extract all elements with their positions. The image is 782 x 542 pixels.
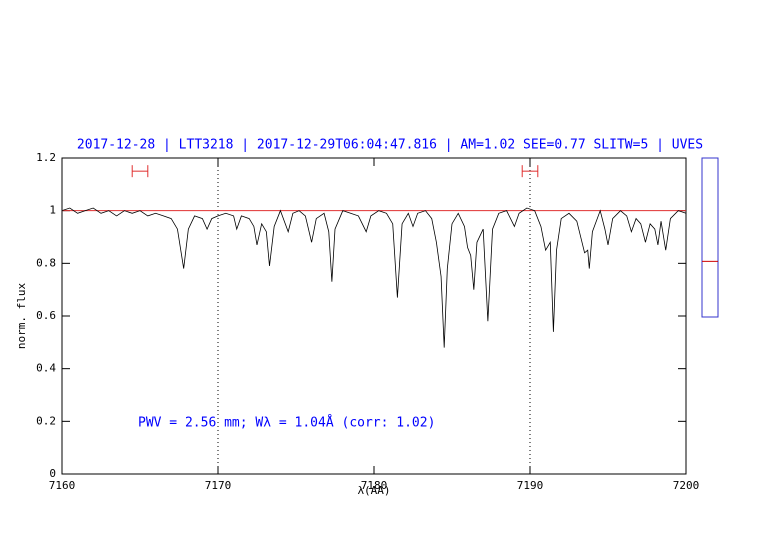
x-tick-label: 7180 bbox=[361, 479, 388, 492]
x-tick-label: 7160 bbox=[49, 479, 76, 492]
annotation: PWV = 2.56 mm; Wλ = 1.04Å (corr: 1.02) bbox=[138, 415, 435, 431]
x-tick-label: 7170 bbox=[205, 479, 232, 492]
chart-title: 2017-12-28 | LTT3218 | 2017-12-29T06:04:… bbox=[77, 138, 703, 153]
y-tick-label: 0 bbox=[49, 467, 56, 480]
y-tick-label: 1 bbox=[49, 204, 56, 217]
spectrum-line bbox=[61, 207, 687, 348]
y-tick-label: 0.2 bbox=[36, 414, 56, 427]
y-axis-label: norm. flux bbox=[15, 283, 28, 350]
x-tick-label: 7190 bbox=[517, 479, 544, 492]
x-tick-label: 7200 bbox=[673, 479, 700, 492]
x-axis-label: λ(AA) bbox=[357, 484, 390, 497]
y-tick-label: 0.4 bbox=[36, 362, 56, 375]
side-panel bbox=[701, 157, 719, 318]
y-tick-label: 0.6 bbox=[36, 309, 56, 322]
y-tick-label: 0.8 bbox=[36, 256, 56, 269]
y-tick-label: 1.2 bbox=[36, 151, 56, 164]
